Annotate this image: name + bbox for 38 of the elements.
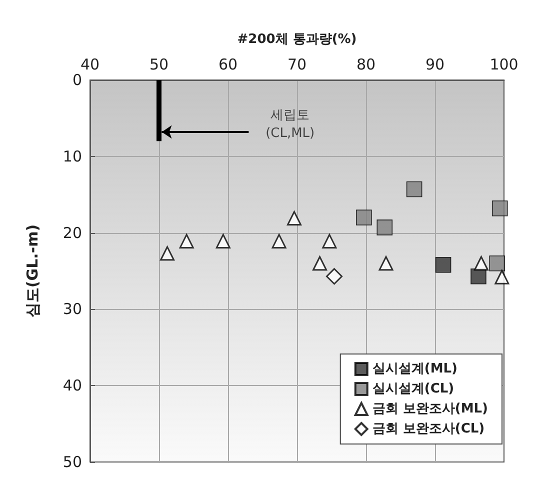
- x-tick-label: 40: [80, 56, 100, 74]
- x-tick-label: 90: [425, 56, 445, 74]
- x-axis-title: #200체 통과량(%): [237, 32, 357, 47]
- x-tick-label: 70: [287, 56, 307, 74]
- point: [435, 256, 452, 273]
- y-tick-label: 10: [62, 147, 82, 166]
- point: [356, 210, 372, 226]
- point: [272, 234, 286, 248]
- x-tick-label: 50: [149, 56, 169, 74]
- point: [160, 246, 175, 261]
- legend-label: 금회 보완조사(ML): [372, 402, 488, 416]
- y-tick-label: 20: [62, 224, 82, 242]
- point: [494, 270, 510, 284]
- point: [326, 268, 343, 285]
- annotation: 세립토 (CL,ML): [266, 108, 315, 141]
- legend-label: 금회 보완조사(CL): [372, 422, 485, 436]
- x-tick-label: 80: [356, 56, 376, 74]
- y-tick-label: 30: [62, 300, 82, 318]
- legend-label: 실시설계(CL): [372, 382, 454, 396]
- point: [179, 234, 194, 248]
- point: [406, 181, 422, 198]
- point: [216, 234, 230, 248]
- x-tick-label: 100: [490, 56, 518, 74]
- y-tick-label: 50: [62, 453, 82, 471]
- point: [378, 256, 394, 271]
- point: [489, 255, 505, 272]
- point: [312, 256, 328, 271]
- point: [470, 268, 486, 284]
- y-tick-label: 0: [72, 71, 82, 89]
- y-tick-label: 40: [62, 376, 82, 395]
- point: [322, 234, 337, 248]
- point: [376, 220, 393, 236]
- point: [474, 256, 488, 271]
- point: [286, 211, 302, 226]
- legend-label: 실시설계(ML): [372, 362, 458, 376]
- y-axis-title: 심도(GL.-m): [24, 224, 42, 318]
- point: [492, 200, 508, 216]
- x-tick-label: 60: [218, 56, 238, 74]
